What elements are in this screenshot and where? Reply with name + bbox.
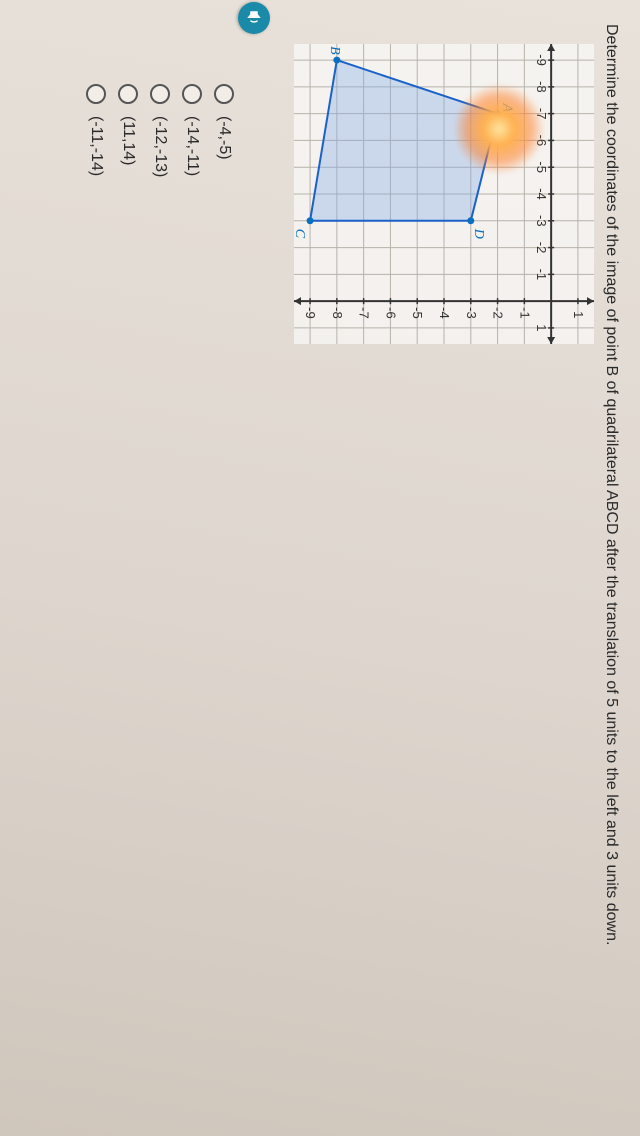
question-text: Determine the coordinates of the image o… bbox=[602, 24, 620, 1112]
radio-icon bbox=[150, 84, 170, 104]
option-label: (-12,-13) bbox=[151, 116, 169, 177]
option-c[interactable]: (-12,-13) bbox=[150, 84, 170, 1112]
radio-icon bbox=[118, 84, 138, 104]
option-label: (-11,-14) bbox=[87, 116, 105, 176]
svg-text:-1: -1 bbox=[534, 269, 549, 281]
svg-text:-2: -2 bbox=[491, 307, 506, 319]
option-a[interactable]: (-4,-5) bbox=[214, 84, 234, 1112]
svg-text:-2: -2 bbox=[534, 242, 549, 254]
svg-text:-3: -3 bbox=[534, 215, 549, 227]
audio-help-button[interactable] bbox=[238, 2, 270, 34]
svg-text:-7: -7 bbox=[357, 307, 372, 319]
svg-text:1: 1 bbox=[534, 324, 549, 331]
svg-text:-5: -5 bbox=[410, 307, 425, 319]
option-b[interactable]: (-14,-11) bbox=[182, 84, 202, 1112]
svg-text:-4: -4 bbox=[534, 188, 549, 200]
svg-text:D: D bbox=[471, 228, 486, 239]
svg-text:1: 1 bbox=[571, 311, 586, 318]
coordinate-grid: -9-8-7-6-5-4-3-2-111-1-2-3-4-5-6-7-8-9AB… bbox=[294, 44, 594, 344]
svg-text:C: C bbox=[294, 229, 307, 239]
option-d[interactable]: (11,14) bbox=[118, 84, 138, 1112]
option-e[interactable]: (-11,-14) bbox=[86, 84, 106, 1112]
svg-text:-6: -6 bbox=[383, 307, 398, 319]
radio-icon bbox=[86, 84, 106, 104]
svg-text:-6: -6 bbox=[534, 135, 549, 147]
svg-text:-1: -1 bbox=[517, 307, 532, 319]
svg-text:-3: -3 bbox=[464, 307, 479, 319]
svg-text:-9: -9 bbox=[534, 54, 549, 66]
svg-text:A: A bbox=[500, 103, 515, 113]
svg-text:-5: -5 bbox=[534, 161, 549, 173]
svg-text:-4: -4 bbox=[437, 307, 452, 319]
svg-text:-8: -8 bbox=[330, 307, 345, 319]
option-label: (-4,-5) bbox=[215, 116, 233, 160]
svg-text:B: B bbox=[327, 46, 342, 55]
radio-icon bbox=[182, 84, 202, 104]
svg-text:-8: -8 bbox=[534, 81, 549, 93]
svg-text:-9: -9 bbox=[303, 307, 318, 319]
answer-options: (-4,-5) (-14,-11) (-12,-13) (11,14) (-11… bbox=[86, 84, 234, 1112]
option-label: (11,14) bbox=[119, 116, 137, 166]
option-label: (-14,-11) bbox=[183, 116, 201, 176]
radio-icon bbox=[214, 84, 234, 104]
svg-text:-7: -7 bbox=[534, 108, 549, 120]
